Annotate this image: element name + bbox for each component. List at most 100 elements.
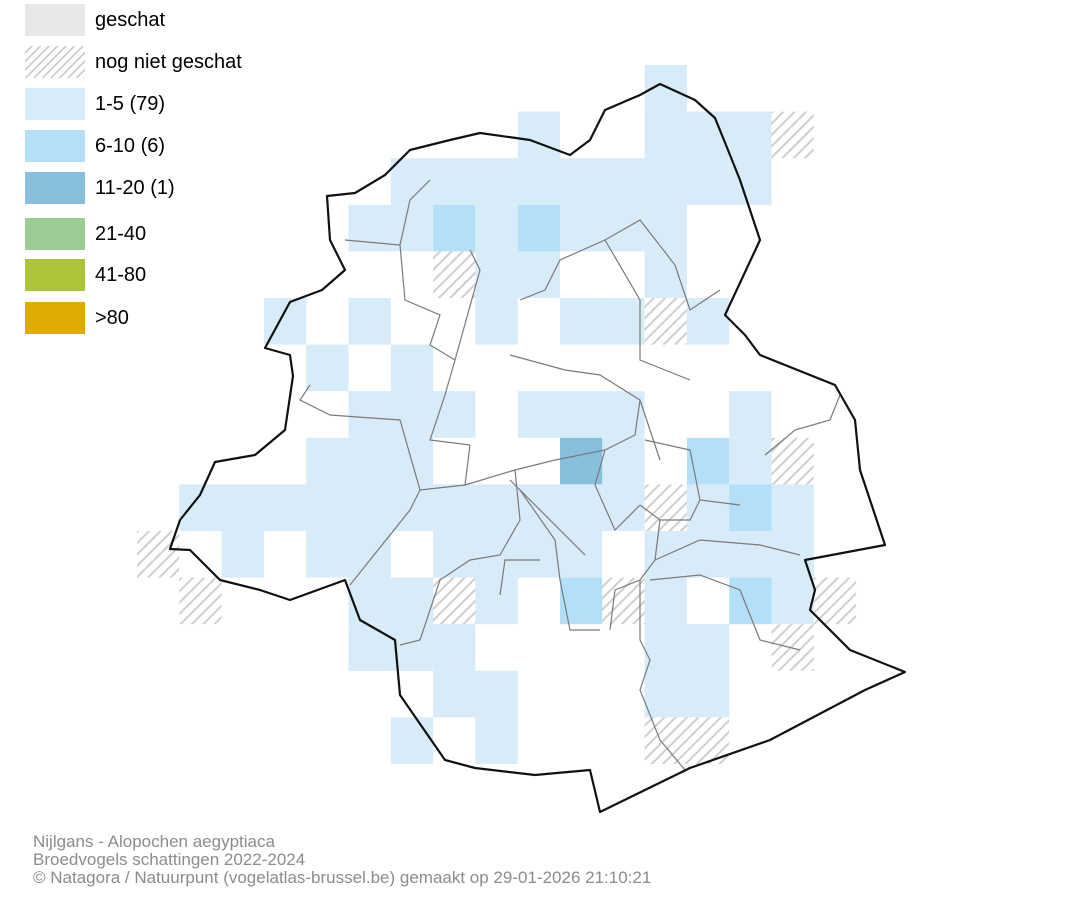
legend-label: 11-20 (1) (95, 176, 175, 199)
grid-cell-estimated (644, 624, 687, 671)
municipality-border (509, 354, 641, 532)
grid-cell-estimated (433, 484, 476, 531)
legend-label: nog niet geschat (95, 50, 242, 73)
grid-cell-estimated (771, 484, 814, 531)
grid-cell-estimated (475, 577, 518, 625)
credit-line: © Natagora / Natuurpunt (vogelatlas-brus… (33, 868, 652, 887)
grid-cell-estimated (475, 531, 518, 578)
grid-cell-estimated (644, 670, 687, 718)
legend-swatch (25, 218, 85, 250)
grid-cell-estimated (560, 158, 603, 205)
grid-cell-estimated (475, 204, 518, 252)
municipality-border (419, 484, 466, 491)
municipality-border (519, 219, 721, 311)
legend-item-21-40: 21-40 (25, 218, 146, 250)
grid-cell-estimated (517, 391, 560, 438)
grid-cell-estimated (602, 204, 645, 252)
grid-cell-estimated (348, 577, 391, 625)
grid-cell-estimated (644, 111, 687, 159)
municipality-border (454, 249, 481, 361)
grid-cell-estimated (602, 158, 645, 205)
grid-cell-estimated (433, 391, 476, 438)
legend-item-nog-niet-geschat: nog niet geschat (25, 46, 242, 78)
legend-label: >80 (95, 306, 129, 329)
grid-cell-estimated (348, 437, 391, 485)
grid-cell-estimated (729, 111, 772, 159)
legend-item-41-80: 41-80 (25, 259, 146, 291)
grid-cell-estimated (560, 437, 603, 485)
survey-name: Broedvogels schattingen 2022-2024 (33, 850, 306, 869)
grid-cell-not-estimated (644, 484, 687, 531)
grid-cell-not-estimated (771, 437, 814, 485)
grid-cell-estimated (306, 344, 349, 392)
grid-cell-estimated (475, 717, 518, 764)
map-caption: Nijlgans - Alopochen aegyptiaca Broedvog… (33, 833, 651, 887)
legend-item-geschat: geschat (25, 4, 165, 36)
municipality-border (660, 499, 701, 521)
municipality-border (649, 574, 801, 651)
grid-cell-estimated (686, 298, 730, 345)
grid-cell-estimated (686, 158, 730, 205)
grid-cell-estimated (771, 577, 814, 625)
legend-label: 1-5 (79) (95, 92, 166, 115)
grid-cell-estimated (517, 251, 560, 298)
grid-cell-estimated (686, 484, 730, 531)
grid-cell-estimated (475, 158, 518, 205)
grid-cells (137, 65, 857, 764)
grid-cell-estimated (390, 717, 434, 764)
grid-cell-estimated (729, 437, 772, 485)
grid-cell-estimated (560, 391, 603, 438)
municipality-borders (299, 179, 841, 771)
grid-cell-estimated (729, 158, 772, 205)
grid-cell-estimated (475, 484, 518, 531)
grid-cell-estimated (475, 670, 518, 718)
grid-cell-estimated (263, 484, 307, 531)
legend-swatch (25, 4, 85, 36)
grid-cell-estimated (686, 624, 730, 671)
grid-cell-estimated (729, 484, 772, 531)
grid-cell-estimated (348, 531, 391, 578)
grid-cell-estimated (517, 111, 560, 159)
grid-cell-not-estimated (179, 577, 222, 625)
grid-cell-estimated (433, 670, 476, 718)
species-name: Nijlgans - Alopochen aegyptiaca (33, 832, 275, 851)
grid-cell-estimated (221, 531, 264, 578)
grid-cell-estimated (306, 437, 349, 485)
grid-cell-not-estimated (771, 624, 814, 671)
grid-cell-estimated (560, 531, 603, 578)
legend-item-6-10: 6-10 (6) (25, 130, 165, 162)
legend-swatch (25, 88, 85, 120)
municipality-border (639, 399, 661, 461)
grid-cell-estimated (560, 204, 603, 252)
grid-cell-estimated (644, 158, 687, 205)
municipality-border (644, 439, 741, 506)
municipality-border (509, 479, 586, 556)
legend-swatch (25, 46, 85, 78)
municipality-border (344, 239, 471, 446)
grid-cell-estimated (517, 531, 560, 578)
grid-cell-estimated (560, 484, 603, 531)
municipality-border (764, 394, 841, 456)
grid-cell-estimated (644, 204, 687, 252)
grid-cell-estimated (771, 531, 814, 578)
legend-label: 41-80 (95, 263, 147, 286)
municipality-border (399, 179, 431, 246)
grid-cell-estimated (306, 531, 349, 578)
grid-cell-not-estimated (433, 251, 476, 298)
municipality-border (519, 489, 600, 631)
grid-cell-estimated (729, 531, 772, 578)
grid-cell-estimated (390, 484, 434, 531)
grid-cell-not-estimated (644, 298, 687, 345)
municipality-border (299, 384, 421, 586)
grid-cell-estimated (306, 484, 349, 531)
grid-cell-estimated (686, 670, 730, 718)
municipality-border (609, 504, 661, 631)
grid-cell-estimated (602, 298, 645, 345)
grid-cell-not-estimated (137, 531, 180, 578)
grid-cell-estimated (644, 577, 687, 625)
grid-cell-estimated (348, 484, 391, 531)
grid-cell-estimated (221, 484, 264, 531)
grid-cell-estimated (390, 577, 434, 625)
grid-cell-not-estimated (771, 111, 814, 159)
